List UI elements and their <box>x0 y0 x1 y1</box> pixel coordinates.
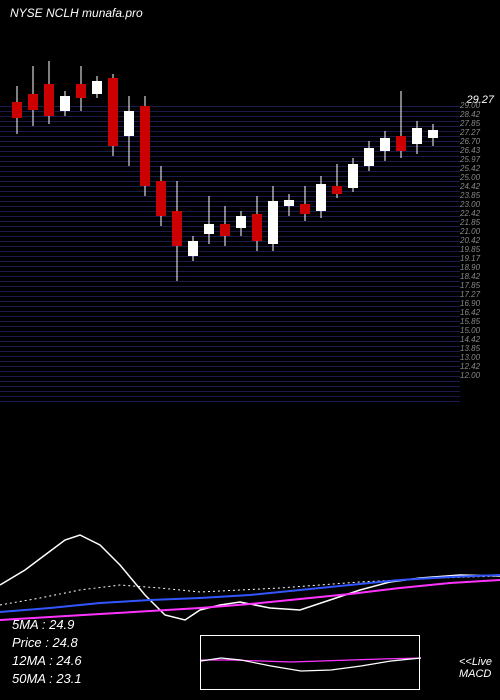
ma50-stat: 50MA : 23.1 <box>12 670 82 688</box>
macd-lines <box>201 636 421 691</box>
price-tick: 23.00 <box>460 200 500 209</box>
price-tick: 17.27 <box>460 290 500 299</box>
price-tick: 25.00 <box>460 173 500 182</box>
price-tick: 13.00 <box>460 353 500 362</box>
ma12-stat: 12MA : 24.6 <box>12 652 82 670</box>
price-tick: 24.42 <box>460 182 500 191</box>
price-tick: 16.42 <box>460 308 500 317</box>
price-tick: 21.85 <box>460 218 500 227</box>
live-label: <<Live <box>459 656 492 668</box>
price-tick: 16.90 <box>460 299 500 308</box>
price-tick: 19.17 <box>460 254 500 263</box>
price-tick: 26.70 <box>460 137 500 146</box>
macd-label: <<Live MACD <box>459 656 492 680</box>
indicator-panel: <<Live MACD 5MA : 24.9 Price : 24.8 12MA… <box>0 490 500 700</box>
price-tick: 12.42 <box>460 362 500 371</box>
candlestick-chart: 29.27 29.0028.4227.8527.2726.7026.4325.9… <box>0 46 500 466</box>
price-tick: 29.00 <box>460 101 500 110</box>
price-tick: 28.42 <box>460 110 500 119</box>
price-tick: 25.42 <box>460 164 500 173</box>
price-tick: 19.85 <box>460 245 500 254</box>
macd-text: MACD <box>459 668 491 680</box>
price-tick: 21.00 <box>460 227 500 236</box>
price-tick: 23.85 <box>460 191 500 200</box>
macd-inset <box>200 635 420 690</box>
price-tick: 14.42 <box>460 335 500 344</box>
stats-block: 5MA : 24.9 Price : 24.8 12MA : 24.6 50MA… <box>12 616 82 688</box>
chart-header: NYSE NCLH munafa.pro <box>0 0 500 26</box>
price-tick: 12.00 <box>460 371 500 380</box>
candles-layer <box>0 46 460 466</box>
price-tick: 27.85 <box>460 119 500 128</box>
price-tick: 22.42 <box>460 209 500 218</box>
price-tick: 26.43 <box>460 146 500 155</box>
price-tick: 17.85 <box>460 281 500 290</box>
price-tick: 15.00 <box>460 326 500 335</box>
price-tick: 27.27 <box>460 128 500 137</box>
price-tick: 25.97 <box>460 155 500 164</box>
price-stat: Price : 24.8 <box>12 634 82 652</box>
price-tick: 18.90 <box>460 263 500 272</box>
price-tick: 20.42 <box>460 236 500 245</box>
price-tick: 15.85 <box>460 317 500 326</box>
price-axis: 29.0028.4227.8527.2726.7026.4325.9725.42… <box>460 101 500 380</box>
ma5-stat: 5MA : 24.9 <box>12 616 82 634</box>
price-tick: 18.42 <box>460 272 500 281</box>
price-tick: 13.85 <box>460 344 500 353</box>
